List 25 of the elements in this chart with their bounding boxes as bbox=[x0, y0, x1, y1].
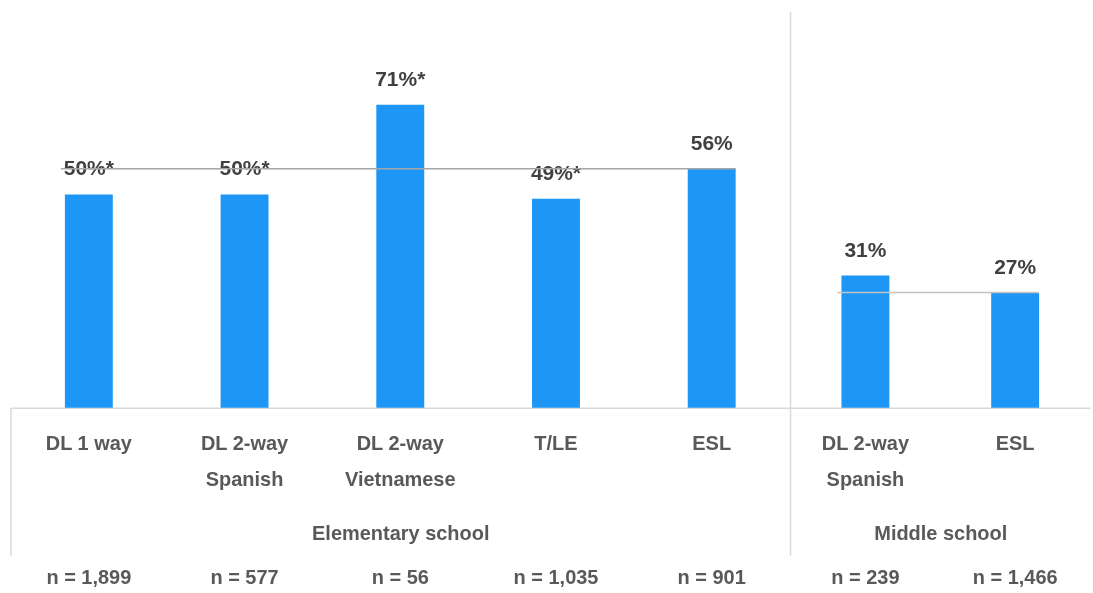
text: n = 239 bbox=[831, 566, 900, 589]
bar bbox=[220, 194, 269, 408]
x-tick-label: ESL bbox=[692, 432, 732, 455]
x-tick-label: DL 2-way Spanish bbox=[200, 432, 289, 491]
x-tick-label: DL 2-way Vietnamese bbox=[344, 432, 456, 491]
text: n = 901 bbox=[677, 566, 746, 589]
text: n = 1,035 bbox=[513, 566, 599, 589]
data-label: 31% bbox=[844, 237, 887, 261]
x-tick-label: ESL bbox=[995, 432, 1035, 455]
text: n = 577 bbox=[210, 566, 279, 589]
x-axis-title: Elementary school bbox=[312, 522, 490, 545]
bar bbox=[687, 168, 736, 408]
data-label: 56% bbox=[690, 130, 734, 154]
text: n = 56 bbox=[371, 566, 429, 589]
bar bbox=[376, 104, 425, 408]
x-tick-label: DL 2-way Spanish bbox=[821, 432, 910, 491]
x-axis-title: Middle school bbox=[874, 522, 1008, 545]
x-tick-label: T/LE bbox=[534, 432, 578, 455]
text: n = 1,899 bbox=[46, 566, 132, 589]
data-label: 27% bbox=[994, 254, 1037, 278]
bar bbox=[532, 198, 580, 408]
bar bbox=[64, 194, 113, 408]
x-tick-label: DL 1 way bbox=[45, 432, 132, 455]
text: n = 1,466 bbox=[972, 566, 1058, 589]
data-label: 71%* bbox=[375, 66, 427, 90]
